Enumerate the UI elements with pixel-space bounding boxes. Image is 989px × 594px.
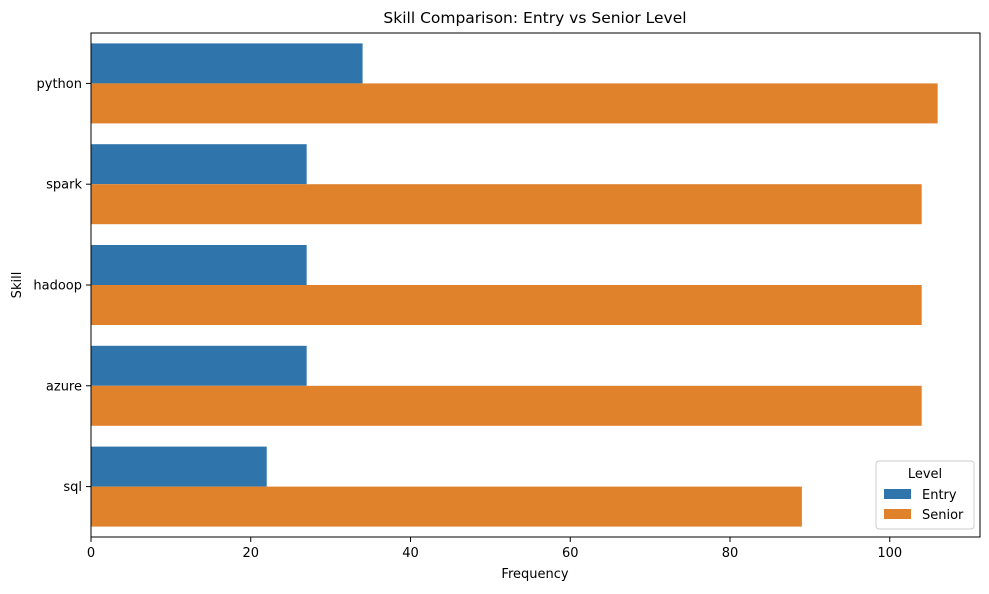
x-tick-label-80: 80 <box>722 546 739 561</box>
bar-senior-hadoop <box>91 285 922 325</box>
axes-layer: python spark hadoop azure sql 0 20 40 60 80 100 <box>33 32 981 561</box>
legend-title: Level <box>908 467 942 482</box>
bar-senior-python <box>91 83 938 124</box>
bars-layer <box>91 43 938 527</box>
x-tick-label-60: 60 <box>562 546 579 561</box>
legend-swatch-entry <box>884 489 911 499</box>
x-tick-label-20: 20 <box>242 546 259 561</box>
plot-frame <box>90 32 981 538</box>
bar-entry-python <box>91 43 363 84</box>
bar-senior-spark <box>91 184 922 225</box>
y-tick-label-spark: spark <box>46 178 82 193</box>
bar-entry-azure <box>91 345 307 386</box>
legend-label-senior: Senior <box>922 508 964 523</box>
bar-senior-sql <box>91 486 802 527</box>
x-tick-label-100: 100 <box>877 546 902 561</box>
legend-label-entry: Entry <box>922 488 957 503</box>
x-tick-label-40: 40 <box>402 546 419 561</box>
y-tick-label-hadoop: hadoop <box>33 279 82 294</box>
x-tick-label-0: 0 <box>87 546 95 561</box>
x-axis-label: Frequency <box>501 567 568 582</box>
legend-swatch-senior <box>884 509 911 519</box>
legend: Level Entry Senior <box>875 460 975 530</box>
y-tick-label-azure: azure <box>46 379 82 394</box>
y-tick-label-python: python <box>37 77 82 92</box>
y-axis-label: Skill <box>10 272 25 299</box>
bar-entry-sql <box>91 446 267 487</box>
y-tick-label-sql: sql <box>63 480 82 495</box>
bar-entry-hadoop <box>91 245 307 285</box>
bar-senior-azure <box>91 385 922 426</box>
chart-title: Skill Comparison: Entry vs Senior Level <box>383 9 686 27</box>
bar-entry-spark <box>91 144 307 185</box>
